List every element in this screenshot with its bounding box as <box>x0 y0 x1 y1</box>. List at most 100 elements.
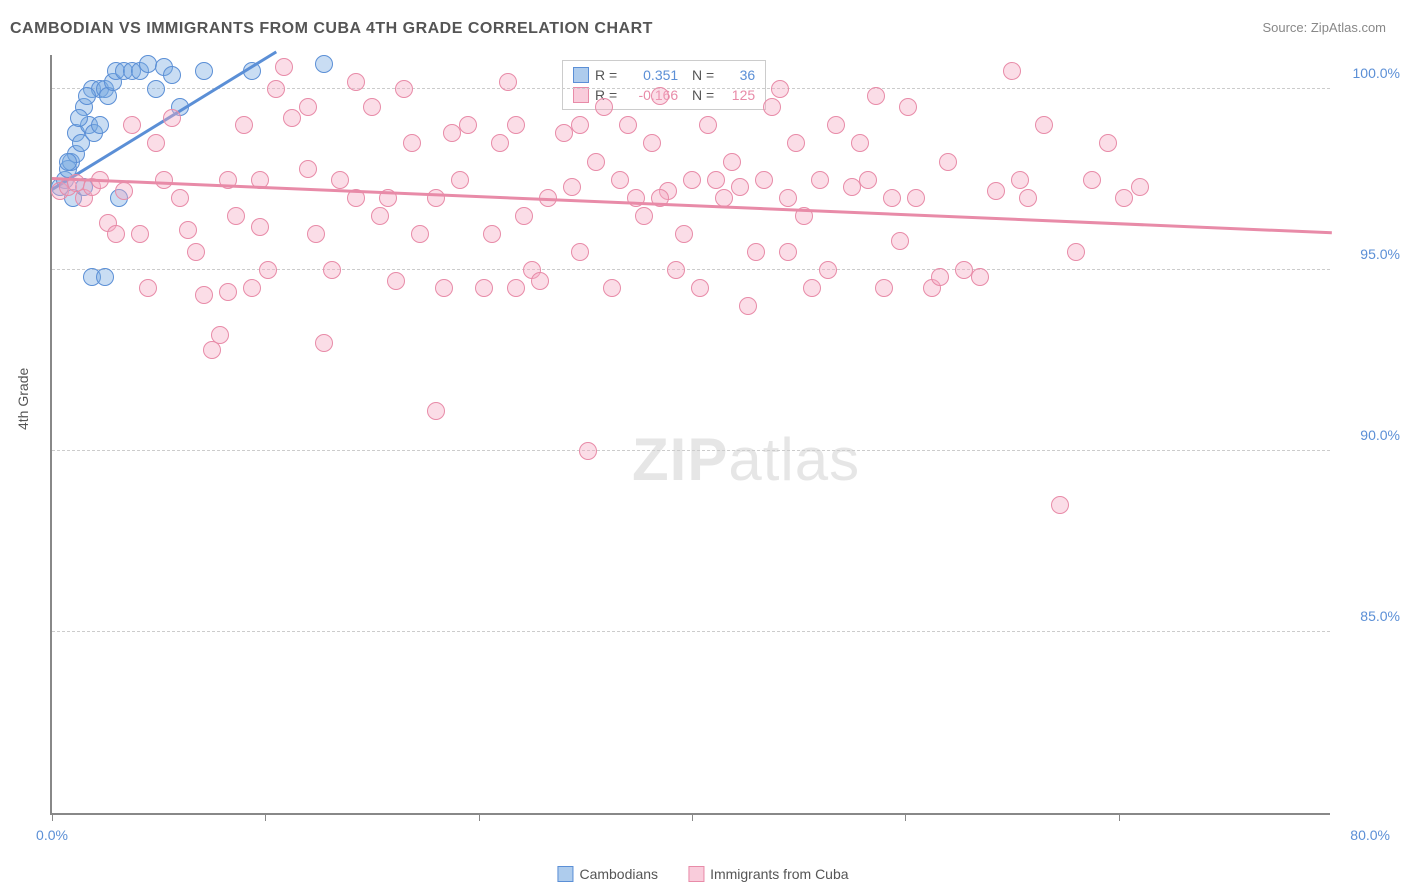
data-point <box>163 66 181 84</box>
data-point <box>731 178 749 196</box>
gridline <box>52 450 1330 451</box>
data-point <box>787 134 805 152</box>
gridline <box>52 631 1330 632</box>
data-point <box>987 182 1005 200</box>
data-point <box>667 261 685 279</box>
data-point <box>1083 171 1101 189</box>
n-label: N = <box>684 67 714 83</box>
data-point <box>611 171 629 189</box>
data-point <box>403 134 421 152</box>
data-point <box>70 109 88 127</box>
data-point <box>59 153 77 171</box>
legend-item-cuba: Immigrants from Cuba <box>688 866 848 882</box>
data-point <box>907 189 925 207</box>
data-point <box>299 160 317 178</box>
data-point <box>1003 62 1021 80</box>
n-value-cambodians: 36 <box>720 67 755 83</box>
r-value-cambodians: 0.351 <box>623 67 678 83</box>
plot-area: ZIPatlas R = 0.351 N = 36 R = -0.166 N =… <box>50 55 1330 815</box>
data-point <box>779 243 797 261</box>
data-point <box>227 207 245 225</box>
data-point <box>811 171 829 189</box>
data-point <box>571 116 589 134</box>
series-legend: Cambodians Immigrants from Cuba <box>557 866 848 882</box>
data-point <box>267 80 285 98</box>
data-point <box>171 189 189 207</box>
data-point <box>1051 496 1069 514</box>
x-tick <box>905 813 906 821</box>
data-point <box>723 153 741 171</box>
data-point <box>635 207 653 225</box>
data-point <box>179 221 197 239</box>
data-point <box>459 116 477 134</box>
x-tick <box>52 813 53 821</box>
data-point <box>363 98 381 116</box>
data-point <box>347 73 365 91</box>
data-point <box>675 225 693 243</box>
data-point <box>275 58 293 76</box>
data-point <box>139 279 157 297</box>
data-point <box>131 225 149 243</box>
data-point <box>331 171 349 189</box>
data-point <box>891 232 909 250</box>
data-point <box>507 279 525 297</box>
data-point <box>699 116 717 134</box>
data-point <box>491 134 509 152</box>
y-tick-label: 85.0% <box>1360 608 1400 624</box>
data-point <box>147 80 165 98</box>
data-point <box>195 62 213 80</box>
legend-row-cambodians: R = 0.351 N = 36 <box>573 65 755 85</box>
data-point <box>195 286 213 304</box>
data-point <box>299 98 317 116</box>
data-point <box>187 243 205 261</box>
data-point <box>683 171 701 189</box>
data-point <box>91 116 109 134</box>
data-point <box>827 116 845 134</box>
data-point <box>1131 178 1149 196</box>
data-point <box>395 80 413 98</box>
data-point <box>163 109 181 127</box>
data-point <box>771 80 789 98</box>
n-value-cuba: 125 <box>720 87 755 103</box>
data-point <box>323 261 341 279</box>
legend-label-cuba: Immigrants from Cuba <box>710 866 848 882</box>
data-point <box>571 243 589 261</box>
legend-label-cambodians: Cambodians <box>579 866 658 882</box>
data-point <box>931 268 949 286</box>
data-point <box>235 116 253 134</box>
r-label: R = <box>595 67 617 83</box>
data-point <box>107 225 125 243</box>
data-point <box>211 326 229 344</box>
x-tick <box>265 813 266 821</box>
data-point <box>739 297 757 315</box>
data-point <box>315 334 333 352</box>
y-tick-label: 95.0% <box>1360 246 1400 262</box>
data-point <box>371 207 389 225</box>
data-point <box>971 268 989 286</box>
data-point <box>515 207 533 225</box>
data-point <box>747 243 765 261</box>
swatch-cambodians <box>573 67 589 83</box>
gridline <box>52 88 1330 89</box>
swatch-cambodians <box>557 866 573 882</box>
data-point <box>619 116 637 134</box>
data-point <box>483 225 501 243</box>
data-point <box>155 171 173 189</box>
data-point <box>243 279 261 297</box>
x-tick-label: 0.0% <box>36 827 68 843</box>
y-tick-label: 100.0% <box>1353 65 1400 81</box>
data-point <box>867 87 885 105</box>
data-point <box>851 134 869 152</box>
data-point <box>763 98 781 116</box>
x-tick <box>1119 813 1120 821</box>
data-point <box>283 109 301 127</box>
data-point <box>259 261 277 279</box>
data-point <box>1035 116 1053 134</box>
n-label: N = <box>684 87 714 103</box>
data-point <box>859 171 877 189</box>
data-point <box>803 279 821 297</box>
data-point <box>475 279 493 297</box>
data-point <box>1019 189 1037 207</box>
x-tick-label: 80.0% <box>1350 827 1390 843</box>
data-point <box>691 279 709 297</box>
